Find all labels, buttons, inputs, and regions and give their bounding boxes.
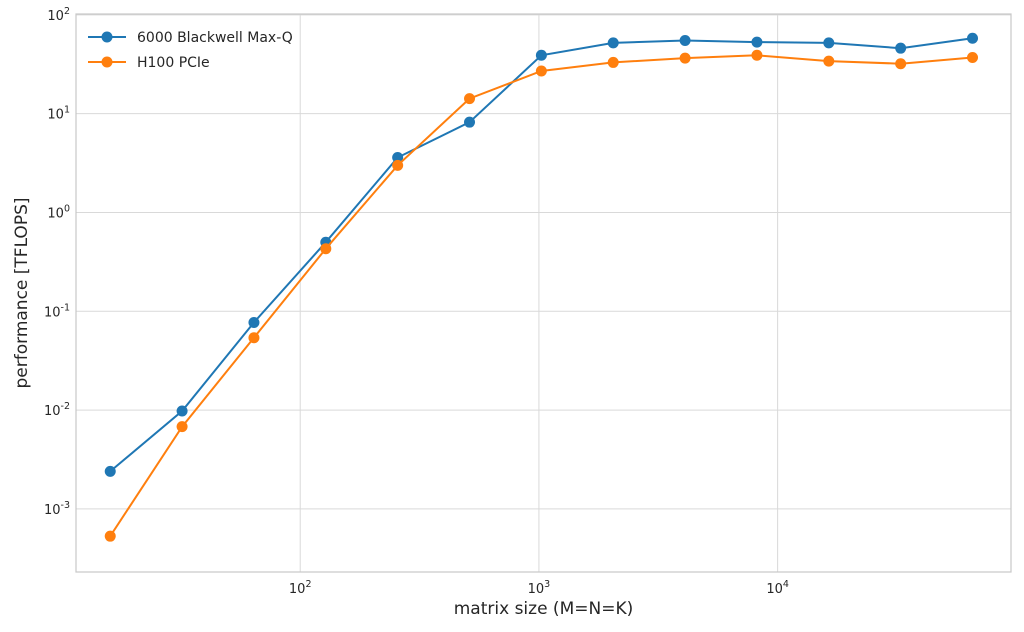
y-tick-label: 10-1 — [44, 302, 70, 320]
x-tick-exponent: 4 — [783, 579, 789, 590]
y-axis-label: performance [TFLOPS] — [12, 198, 32, 389]
x-tick-label: 104 — [766, 579, 789, 597]
y-tick-base: 10 — [44, 503, 61, 518]
legend-item: H100 PCIe — [88, 55, 210, 71]
y-tick-label: 102 — [47, 6, 70, 24]
data-point — [823, 37, 835, 49]
data-point — [104, 465, 116, 477]
x-tick-label: 103 — [528, 579, 551, 597]
x-tick-base: 10 — [528, 582, 545, 597]
y-tick-exponent: 1 — [64, 105, 70, 116]
y-tick-base: 10 — [44, 305, 61, 320]
data-point — [751, 49, 763, 61]
data-point — [607, 37, 619, 49]
data-point — [248, 317, 260, 329]
y-tick-label: 10-2 — [44, 401, 70, 419]
data-point — [392, 152, 404, 164]
y-tick-exponent: 2 — [64, 6, 70, 17]
y-tick-label: 101 — [47, 105, 70, 123]
data-point — [679, 35, 691, 47]
x-tick-base: 10 — [766, 582, 783, 597]
data-point — [535, 49, 547, 61]
grid-lines — [76, 14, 1011, 572]
y-tick-label: 10-3 — [44, 500, 70, 518]
y-tick-exponent: -1 — [61, 302, 70, 313]
legend: 6000 Blackwell Max-Q H100 PCIe — [88, 30, 293, 71]
data-point — [464, 93, 476, 105]
data-point — [176, 421, 188, 433]
y-tick-exponent: 0 — [64, 203, 70, 214]
x-tick-exponent: 3 — [544, 579, 550, 590]
data-point — [967, 32, 979, 44]
data-point — [535, 65, 547, 77]
data-point — [464, 116, 476, 128]
legend-item: 6000 Blackwell Max-Q — [88, 30, 293, 46]
data-point — [248, 332, 260, 344]
series-2 — [104, 49, 979, 542]
y-tick-base: 10 — [47, 206, 64, 221]
x-tick-labels: 102 103 104 — [289, 579, 789, 597]
x-tick-exponent: 2 — [305, 579, 311, 590]
data-point — [320, 243, 332, 255]
data-point — [679, 52, 691, 64]
data-point — [823, 55, 835, 67]
data-point — [607, 56, 619, 68]
y-tick-label: 100 — [47, 203, 70, 221]
data-point — [751, 36, 763, 48]
data-point — [967, 52, 979, 64]
series-1 — [104, 32, 979, 477]
x-axis-label: matrix size (M=N=K) — [454, 599, 633, 619]
y-tick-exponent: -2 — [61, 401, 70, 412]
series-layer — [104, 32, 979, 542]
data-point — [895, 58, 907, 70]
legend-label: H100 PCIe — [137, 55, 210, 71]
data-point — [104, 530, 116, 542]
data-point — [392, 159, 404, 171]
legend-marker — [101, 56, 113, 68]
legend-marker — [101, 31, 113, 43]
y-tick-base: 10 — [47, 108, 64, 123]
y-tick-base: 10 — [47, 9, 64, 24]
data-point — [176, 405, 188, 417]
x-tick-base: 10 — [289, 582, 306, 597]
y-tick-base: 10 — [44, 404, 61, 419]
legend-label: 6000 Blackwell Max-Q — [137, 30, 293, 46]
plot-frame — [75, 13, 1012, 573]
x-tick-label: 102 — [289, 579, 312, 597]
y-tick-exponent: -3 — [61, 500, 70, 511]
data-point — [895, 42, 907, 54]
